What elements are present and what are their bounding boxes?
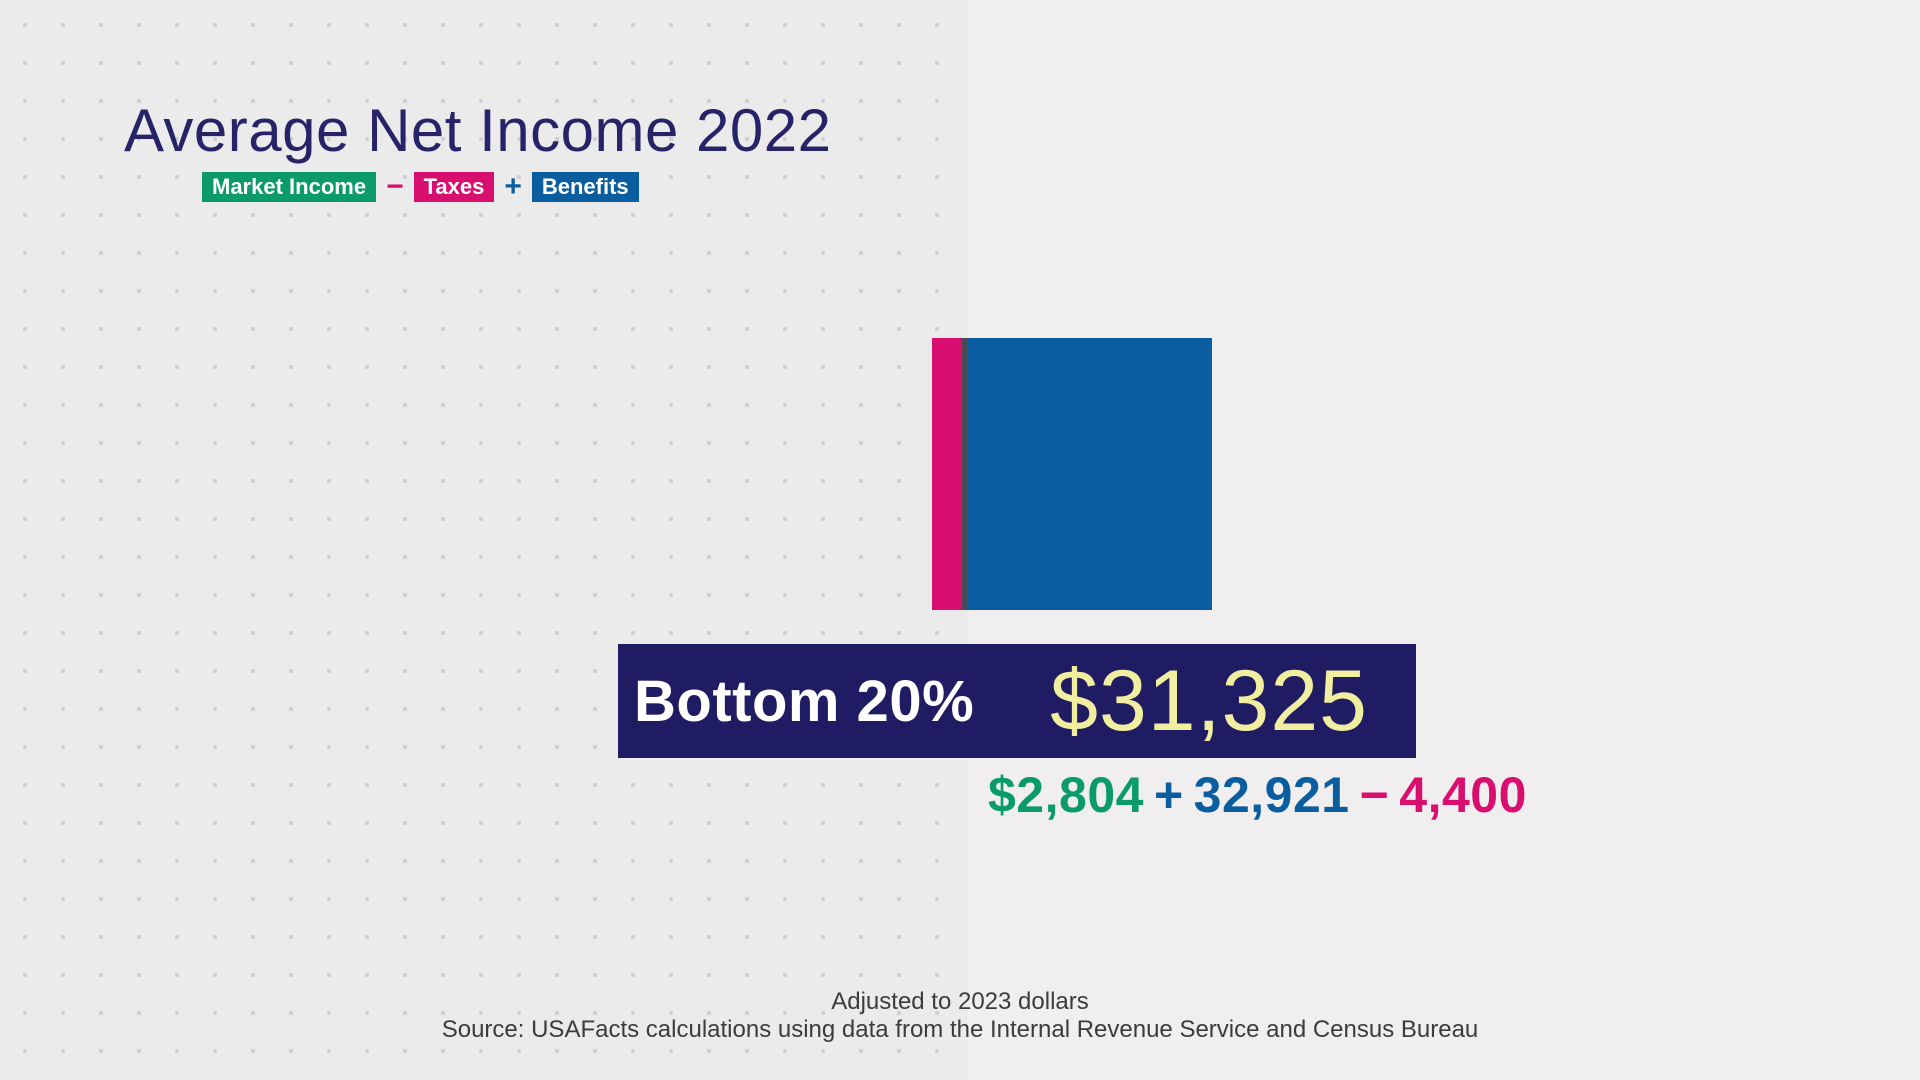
bar-segment-taxes — [932, 338, 962, 610]
footer-line-2: Source: USAFacts calculations using data… — [0, 1016, 1920, 1044]
stage: Average Net Income 2022 Market Income−Ta… — [0, 0, 1920, 1080]
breakdown-operator: − — [1358, 766, 1392, 824]
value-bar-total: $31,325 — [1002, 652, 1416, 751]
bar-segments — [0, 0, 1920, 1080]
breakdown-row: $2,804+32,921−4,400 — [988, 766, 1527, 824]
breakdown-value: 32,921 — [1194, 766, 1350, 824]
bar-segment-benefits — [968, 338, 1212, 610]
value-bar-label: Bottom 20% — [618, 668, 1002, 735]
value-bar: Bottom 20% $31,325 — [618, 644, 1416, 758]
breakdown-value: 4,400 — [1399, 766, 1527, 824]
breakdown-operator: + — [1152, 766, 1186, 824]
breakdown-value: $2,804 — [988, 766, 1144, 824]
footer-line-1: Adjusted to 2023 dollars — [0, 988, 1920, 1016]
